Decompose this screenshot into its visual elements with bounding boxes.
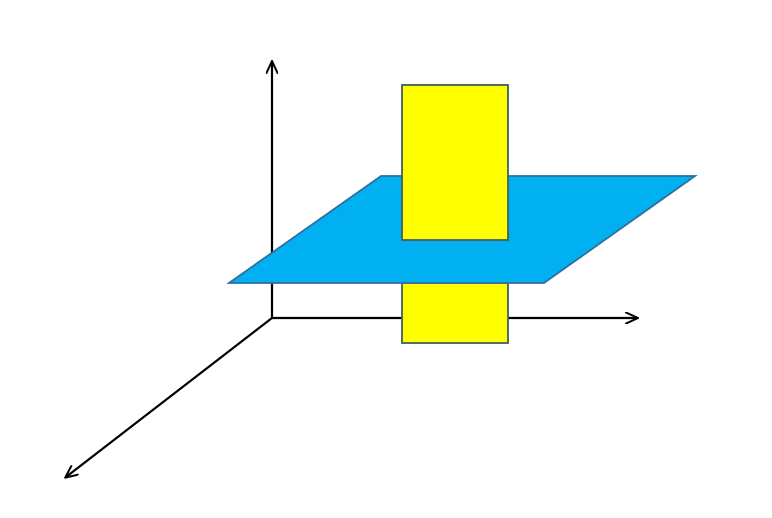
yellow-rectangle-lower (401, 282, 509, 344)
yellow-rectangle-upper (401, 84, 509, 241)
depth-axis (66, 317, 273, 477)
